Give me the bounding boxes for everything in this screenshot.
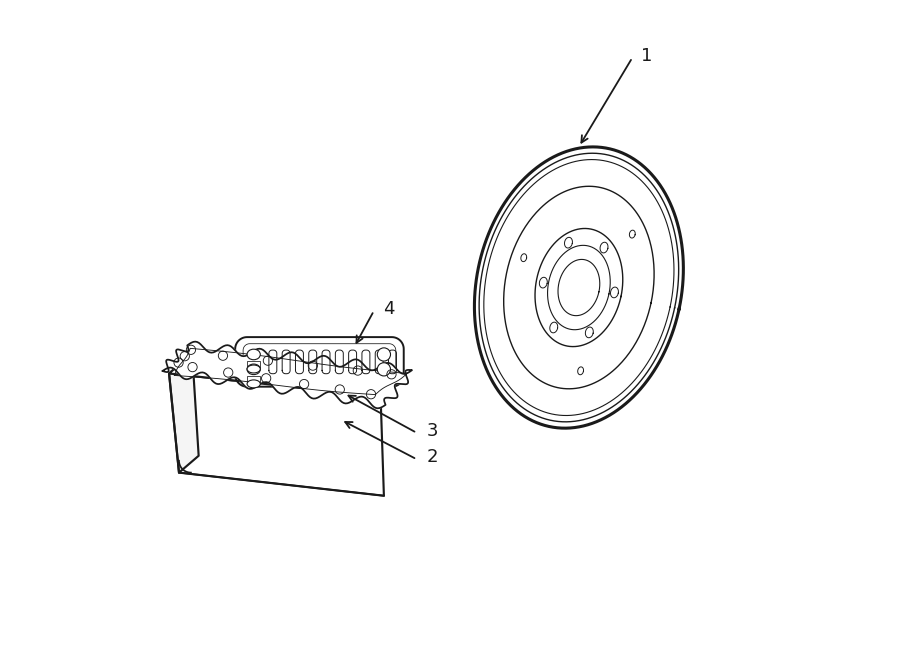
Circle shape [377,363,391,376]
Ellipse shape [248,380,260,388]
Ellipse shape [248,365,260,373]
Polygon shape [169,354,404,397]
Polygon shape [163,342,412,408]
Text: 3: 3 [427,422,438,440]
Text: 1: 1 [642,46,652,65]
Text: 4: 4 [382,299,394,318]
Ellipse shape [248,364,260,375]
Ellipse shape [248,349,260,360]
Polygon shape [235,337,404,387]
Bar [248,376,260,384]
Text: 2: 2 [427,448,438,467]
Polygon shape [169,373,384,496]
Bar [248,361,260,369]
Polygon shape [169,354,199,473]
Circle shape [377,348,391,361]
